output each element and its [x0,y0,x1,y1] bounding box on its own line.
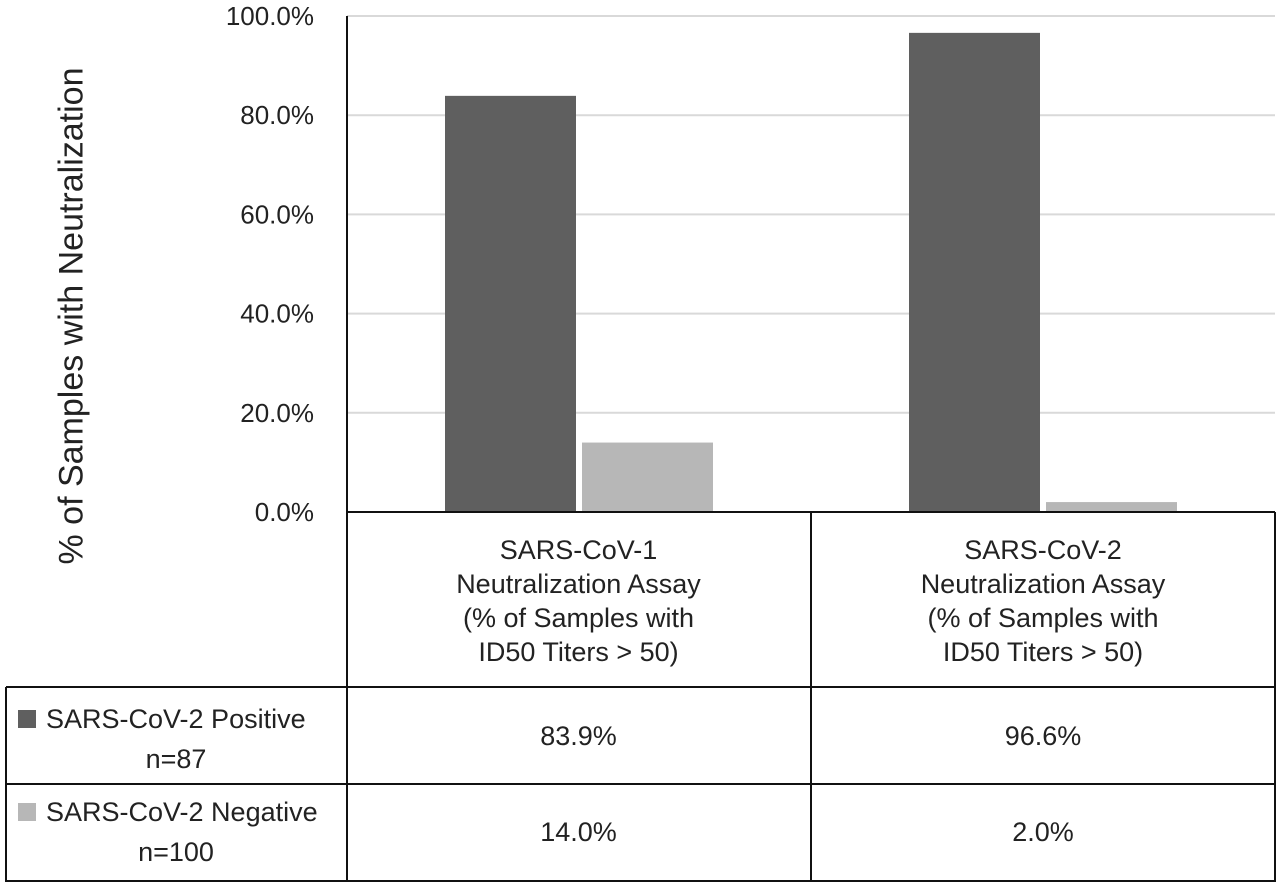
y-tick-label: 0.0% [255,497,314,527]
category-line: ID50 Titers > 50) [942,637,1144,667]
bar-negative-1 [582,442,713,512]
data-label-negative-sars-cov-2: 2.0% [1012,817,1074,847]
bar-positive-1 [445,95,576,512]
legend-label-negative: SARS-CoV-2 Negative [46,797,318,827]
legend-label-positive: SARS-CoV-2 Positive [46,704,306,734]
category-line: (% of Samples with [462,603,695,633]
data-table-lines [5,16,1276,882]
legend-swatch-negative [18,803,36,821]
category-cell-sars-cov-1: SARS-CoV-1 Neutralization Assay (% of Sa… [347,515,810,687]
y-tick-labels: 0.0% 20.0% 40.0% 60.0% 80.0% 100.0% [226,1,314,527]
y-axis-label: % of Samples with Neutralization [52,67,91,565]
legend-swatch-positive [18,710,36,728]
y-tick-label: 100.0% [226,1,314,31]
legend-cell-positive: SARS-CoV-2 Positive n=87 [6,688,346,784]
category-line: Neutralization Assay [920,569,1166,599]
legend-cell-negative: SARS-CoV-2 Negative n=100 [6,785,346,879]
bars [445,32,1177,512]
data-label-negative-sars-cov-1: 14.0% [540,817,617,847]
category-line: SARS-CoV-1 [499,535,658,565]
category-line: Neutralization Assay [456,569,701,599]
y-tick-label: 60.0% [240,199,314,229]
category-line: (% of Samples with [927,603,1159,633]
category-line: ID50 Titers > 50) [478,637,679,667]
legend-n-positive: n=87 [145,744,207,774]
legend-n-negative: n=100 [138,837,214,867]
y-tick-label: 80.0% [240,100,314,130]
data-label-positive-sars-cov-1: 83.9% [540,721,617,751]
bar-positive-2 [909,32,1040,512]
data-label-positive-sars-cov-2: 96.6% [1004,721,1082,751]
y-tick-label: 40.0% [240,299,314,329]
bar-negative-2 [1046,502,1177,512]
category-cell-sars-cov-2: SARS-CoV-2 Neutralization Assay (% of Sa… [811,515,1275,687]
category-line: SARS-CoV-2 [964,535,1122,565]
y-tick-label: 20.0% [240,398,314,428]
